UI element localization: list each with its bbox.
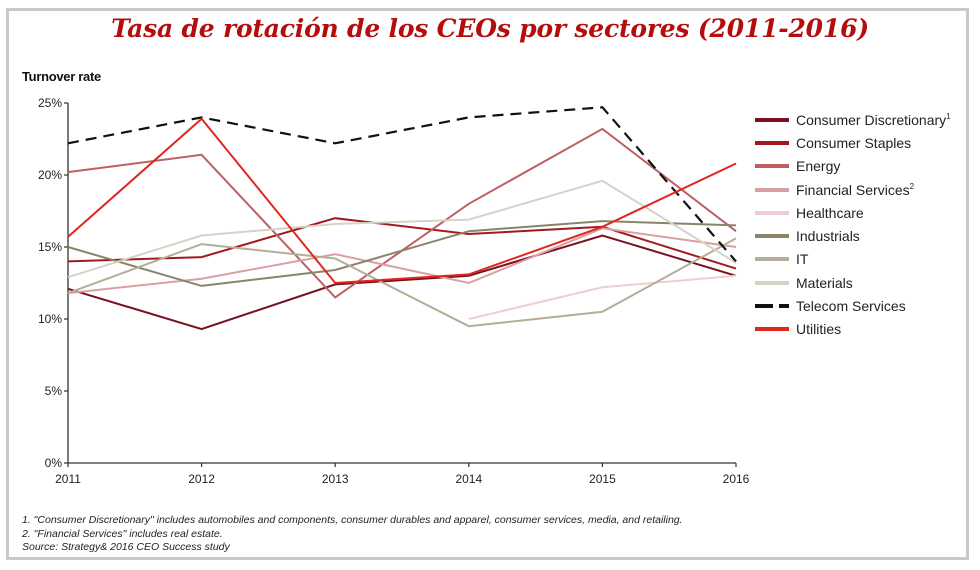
series-line-consumer-discretionary (67, 234, 737, 331)
x-tick-label: 2012 (188, 472, 215, 486)
x-tick-label: 2015 (589, 472, 616, 486)
footnote-2: 2. "Financial Services" includes real es… (22, 527, 223, 540)
legend-label: Consumer Staples (796, 134, 912, 151)
legend-swatch (755, 117, 789, 122)
legend-label: Industrials (796, 228, 860, 245)
legend-label: Utilities (796, 321, 842, 338)
series-line-consumer-staples (67, 217, 737, 270)
chart-frame (6, 8, 969, 560)
legend-swatch (755, 187, 789, 192)
legend-item-healthcare: Healthcare (755, 201, 951, 224)
legend-label: Healthcare (796, 204, 864, 221)
chart-title: Tasa de rotación de los CEOs por sectore… (111, 14, 869, 43)
y-tick-label: 25% (38, 96, 62, 110)
series-line-industrials (67, 220, 737, 287)
legend-item-utilities: Utilities (755, 318, 951, 341)
y-tick-label: 0% (45, 456, 63, 470)
legend-item-consumer-staples: Consumer Staples (755, 131, 951, 154)
x-tick-label: 2014 (455, 472, 482, 486)
series-line-materials (67, 179, 737, 279)
series-line-healthcare (468, 274, 737, 320)
legend: Consumer Discretionary1 Consumer Staples E… (755, 108, 951, 341)
legend-item-it: IT (755, 248, 951, 271)
legend-swatch (755, 304, 789, 309)
y-tick-label: 10% (38, 312, 62, 326)
legend-label: Energy (796, 158, 841, 175)
legend-item-materials: Materials (755, 271, 951, 294)
y-tick-label: 5% (45, 384, 63, 398)
series-line-telecom-services (67, 106, 737, 263)
x-tick-label: 2011 (55, 472, 81, 486)
y-tick-label: 20% (38, 168, 62, 182)
legend-label: IT (796, 251, 809, 268)
legend-swatch (755, 140, 789, 145)
legend-swatch (755, 257, 789, 262)
footnote-marker: 1 (946, 111, 951, 121)
x-tick-label: 2016 (723, 472, 750, 486)
legend-label: Telecom Services (796, 298, 906, 315)
legend-item-industrials: Industrials (755, 224, 951, 247)
footnote-1: 1. "Consumer Discretionary" includes aut… (22, 514, 683, 526)
legend-swatch (755, 210, 789, 215)
legend-item-consumer-discretionary: Consumer Discretionary1 (755, 108, 951, 131)
legend-item-financial-services: Financial Services2 (755, 178, 951, 201)
legend-swatch (755, 234, 789, 239)
legend-swatch (755, 164, 789, 169)
series-line-utilities (67, 117, 737, 285)
series-layer (67, 106, 737, 331)
legend-item-energy: Energy (755, 155, 951, 178)
series-line-financial-services (67, 227, 737, 295)
x-tick-label: 2013 (322, 472, 349, 486)
series-line-energy (67, 127, 737, 299)
legend-swatch (755, 327, 789, 332)
source-note: Source: Strategy& 2016 CEO Success study (22, 541, 230, 553)
axes: 0% 5% 10% 15% 20% 25% 2011 2012 2013 2014 2015 2016 (38, 96, 750, 486)
legend-swatch (755, 280, 789, 285)
legend-item-telecom-services: Telecom Services (755, 294, 951, 317)
y-tick-label: 15% (38, 240, 62, 254)
legend-label: Financial Services2 (796, 181, 915, 198)
legend-label: Consumer Discretionary1 (796, 111, 951, 128)
footnotes: 1. "Consumer Discretionary" includes aut… (22, 514, 683, 555)
legend-label: Materials (796, 274, 853, 291)
y-axis-label: Turnover rate (22, 69, 101, 84)
series-line-it (67, 237, 737, 328)
footnote-marker: 2 (909, 181, 915, 191)
